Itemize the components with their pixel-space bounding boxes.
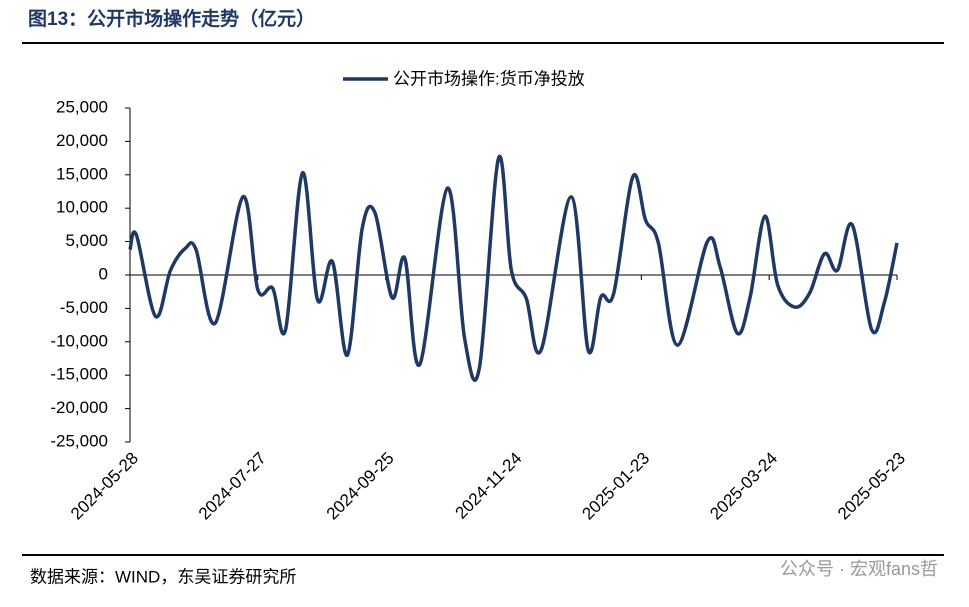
y-tick-label: 20,000: [56, 131, 108, 150]
y-tick-label: -5,000: [60, 298, 108, 317]
y-tick-label: 15,000: [56, 164, 108, 183]
y-tick-label: 5,000: [65, 231, 108, 250]
y-tick-label: -15,000: [50, 365, 108, 384]
y-tick-label: 10,000: [56, 198, 108, 217]
x-tick-label: 2024-09-25: [323, 449, 398, 524]
line-series: [128, 154, 899, 382]
chart-title: 图13：公开市场操作走势（亿元）: [28, 7, 315, 30]
y-tick-label: -20,000: [50, 398, 108, 417]
y-tick-label: 25,000: [56, 97, 108, 116]
watermark: 公众号 · 宏观fans哲: [780, 559, 938, 579]
source: 数据来源：WIND，东吴证券研究所: [30, 567, 296, 586]
x-tick-label: 2025-05-23: [834, 449, 909, 524]
x-tick-label: 2024-07-27: [195, 449, 270, 524]
x-tick-label: 2025-01-23: [578, 449, 653, 524]
legend-label: 公开市场操作:货币净投放: [393, 69, 585, 88]
y-tick-label: -25,000: [50, 431, 108, 450]
y-tick-label: -10,000: [50, 331, 108, 350]
x-tick-label: 2025-03-24: [706, 449, 781, 524]
x-tick-label: 2024-11-24: [451, 449, 525, 523]
y-tick-label: 0: [99, 264, 108, 283]
x-tick-label: 2024-05-28: [67, 449, 142, 524]
